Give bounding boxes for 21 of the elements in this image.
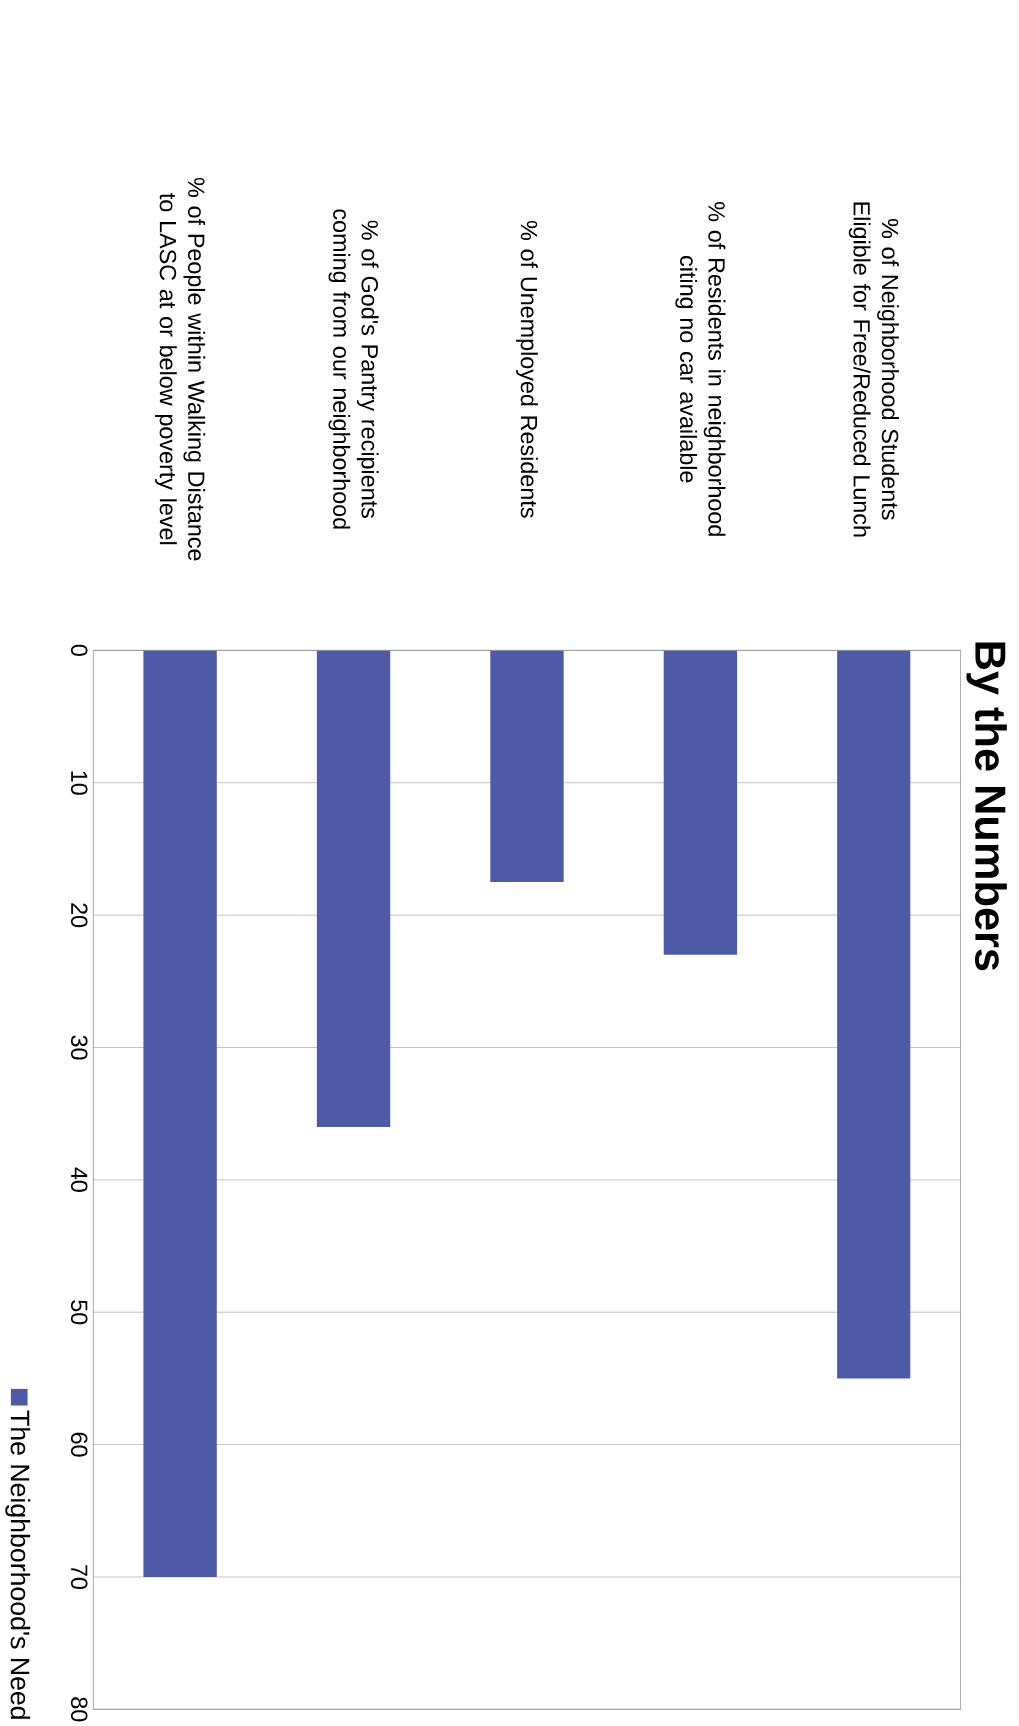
bar	[490, 650, 564, 883]
bar	[143, 650, 217, 1577]
y-tick-label: 50	[70, 1300, 88, 1325]
bar	[837, 650, 911, 1379]
text: By the Numbers	[966, 642, 1007, 971]
bar	[316, 650, 391, 1127]
y-tick-label: 80	[70, 1697, 88, 1722]
y-tick-label: 0	[70, 644, 88, 656]
legend-label: The Neighborhood's Need	[5, 1410, 31, 1719]
x-tick-label: % of Residents in neighborhood citing no car available	[675, 202, 726, 536]
y-tick-label: 60	[70, 1432, 88, 1457]
y-tick-label: 20	[70, 903, 88, 928]
x-tick-label: % of Unemployed Residents	[516, 220, 538, 518]
y-tick-label: 70	[70, 1565, 88, 1590]
y-tick-label: 30	[70, 1035, 88, 1060]
x-tick-label: % of People within Walking Distance to LASC at or below poverty level	[155, 177, 206, 561]
y-tick-label: 10	[70, 771, 88, 795]
x-tick-label: % of God's Pantry recipients coming from our neighborhood	[328, 209, 379, 529]
x-tick-label: % of Neighborhood Students Eligible for Free/Reduced Lunch	[848, 202, 899, 537]
y-tick-label: 40	[70, 1167, 88, 1192]
bar	[663, 650, 738, 955]
